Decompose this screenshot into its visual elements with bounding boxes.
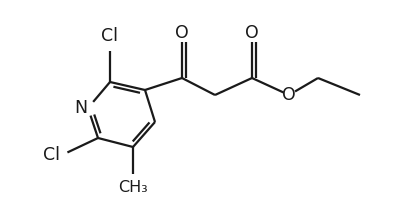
Text: O: O [175,24,189,42]
Text: O: O [282,86,296,104]
Text: CH₃: CH₃ [118,180,148,195]
Text: O: O [245,24,259,42]
Text: Cl: Cl [102,27,118,45]
Text: Cl: Cl [43,146,60,164]
Text: N: N [74,99,87,117]
